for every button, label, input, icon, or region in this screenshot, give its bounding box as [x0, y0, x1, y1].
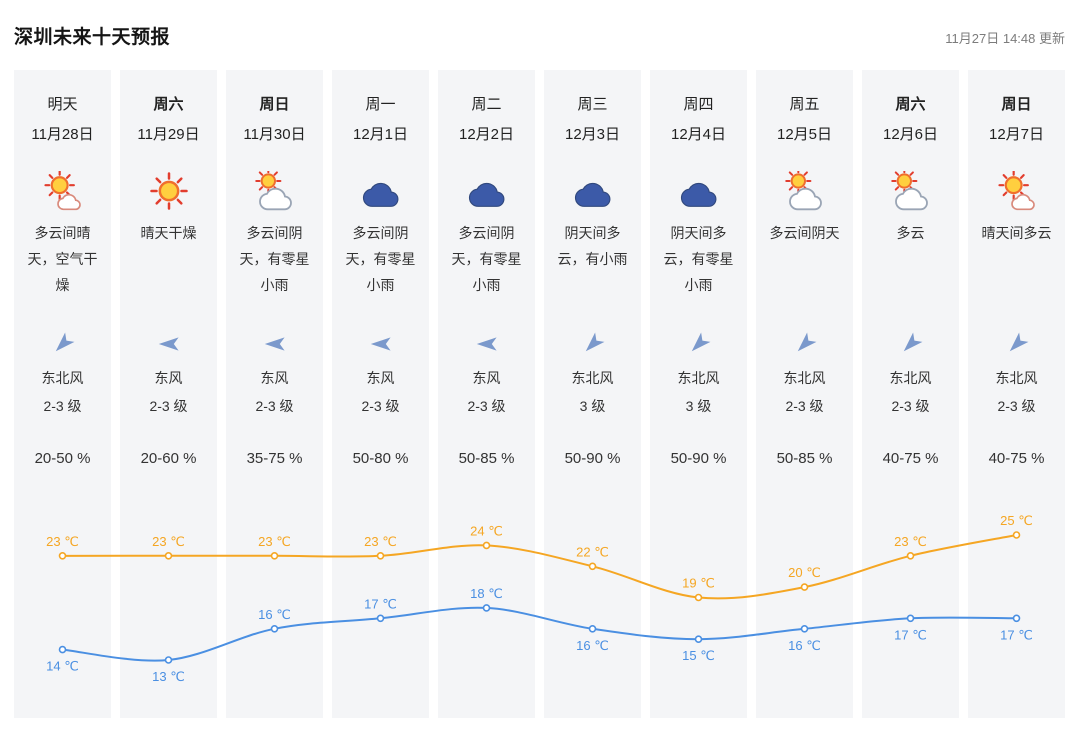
wind-direction-icon	[756, 324, 853, 364]
humidity-range: 50-90 %	[670, 450, 727, 467]
day-date: 12月6日	[882, 126, 939, 143]
day-date: 11月28日	[31, 126, 94, 143]
wind-direction: 东北风	[995, 370, 1038, 386]
sun-cloud-icon	[14, 168, 111, 214]
wind-level: 2-3 级	[891, 398, 930, 414]
day-date: 12月1日	[352, 126, 409, 143]
wind-level: 2-3 级	[255, 398, 294, 414]
day-column: 周五 12月5日 多云间阴天 东北风 2-3 级 50-85 %	[756, 70, 853, 718]
wind-direction: 东风	[154, 370, 183, 386]
humidity-range: 40-75 %	[882, 450, 939, 467]
day-date: 12月5日	[776, 126, 833, 143]
day-name: 明天	[47, 96, 78, 113]
wind-direction-icon	[862, 324, 959, 364]
sun-cloud-icon	[968, 168, 1065, 214]
wind-level: 3 级	[685, 398, 712, 414]
cloud-sun-icon	[862, 168, 959, 214]
page-header: 深圳未来十天预报 11月27日 14:48 更新	[14, 22, 1065, 49]
wind-direction-icon	[968, 324, 1065, 364]
day-name: 周五	[789, 96, 820, 113]
day-column: 周日 11月30日 多云间阴天，有零星小雨 东风 2-3 级 35-75 %	[226, 70, 323, 718]
humidity-range: 50-85 %	[458, 450, 515, 467]
wind-direction-icon	[650, 324, 747, 364]
wind-direction: 东风	[472, 370, 501, 386]
cloud-icon	[438, 168, 535, 214]
wind-direction-icon	[438, 324, 535, 364]
weather-description: 阴天间多云，有零星小雨	[663, 225, 734, 293]
cloud-sun-icon	[226, 168, 323, 214]
sunny-icon	[120, 168, 217, 214]
day-column: 周三 12月3日 阴天间多云，有小雨 东北风 3 级 50-90 %	[544, 70, 641, 718]
day-column: 周六 12月6日 多云 东北风 2-3 级 40-75 %	[862, 70, 959, 718]
day-date: 12月3日	[564, 126, 621, 143]
wind-direction: 东北风	[889, 370, 932, 386]
day-name: 周三	[577, 96, 608, 113]
humidity-range: 50-85 %	[776, 450, 833, 467]
wind-level: 2-3 级	[467, 398, 506, 414]
day-date: 12月2日	[458, 126, 515, 143]
humidity-range: 50-80 %	[352, 450, 409, 467]
wind-direction-icon	[120, 324, 217, 364]
day-date: 11月30日	[243, 126, 306, 143]
cloud-icon	[650, 168, 747, 214]
wind-direction: 东北风	[677, 370, 720, 386]
weather-description: 多云间阴天，有零星小雨	[451, 225, 522, 293]
wind-direction-icon	[544, 324, 641, 364]
cloud-sun-icon	[756, 168, 853, 214]
cloud-icon	[332, 168, 429, 214]
wind-level: 2-3 级	[149, 398, 188, 414]
day-name: 周日	[1001, 96, 1032, 113]
day-column: 周六 11月29日 晴天干燥 东风 2-3 级 20-60 %	[120, 70, 217, 718]
day-column: 周四 12月4日 阴天间多云，有零星小雨 东北风 3 级 50-90 %	[650, 70, 747, 718]
day-name: 周二	[471, 96, 502, 113]
day-name: 周六	[153, 96, 184, 113]
weather-description: 多云间阴天，有零星小雨	[239, 225, 310, 293]
weather-description: 阴天间多云，有小雨	[557, 225, 628, 267]
day-date: 12月7日	[988, 126, 1045, 143]
forecast-columns: 明天 11月28日 多云间晴天，空气干燥 东北风 2-3 级 20-50 % 周…	[14, 70, 1065, 718]
wind-direction: 东风	[366, 370, 395, 386]
humidity-range: 20-60 %	[140, 450, 197, 467]
page-title: 深圳未来十天预报	[14, 27, 171, 48]
day-column: 明天 11月28日 多云间晴天，空气干燥 东北风 2-3 级 20-50 %	[14, 70, 111, 718]
humidity-range: 35-75 %	[246, 450, 303, 467]
humidity-range: 50-90 %	[564, 450, 621, 467]
wind-direction: 东北风	[41, 370, 84, 386]
wind-direction-icon	[332, 324, 429, 364]
humidity-range: 40-75 %	[988, 450, 1045, 467]
weather-description: 多云	[896, 225, 925, 241]
day-column: 周一 12月1日 多云间阴天，有零星小雨 东风 2-3 级 50-80 %	[332, 70, 429, 718]
wind-level: 3 级	[579, 398, 606, 414]
wind-direction-icon	[14, 324, 111, 364]
day-column: 周日 12月7日 晴天间多云 东北风 2-3 级 40-75 %	[968, 70, 1065, 718]
weather-description: 晴天干燥	[140, 225, 197, 241]
wind-level: 2-3 级	[43, 398, 82, 414]
wind-level: 2-3 级	[785, 398, 824, 414]
wind-direction: 东风	[260, 370, 289, 386]
day-name: 周日	[259, 96, 290, 113]
weather-description: 晴天间多云	[981, 225, 1052, 241]
day-date: 12月4日	[670, 126, 727, 143]
day-name: 周一	[365, 96, 396, 113]
wind-direction-icon	[226, 324, 323, 364]
update-time: 11月27日 14:48 更新	[945, 31, 1065, 46]
day-column: 周二 12月2日 多云间阴天，有零星小雨 东风 2-3 级 50-85 %	[438, 70, 535, 718]
wind-direction: 东北风	[571, 370, 614, 386]
wind-level: 2-3 级	[361, 398, 400, 414]
weather-description: 多云间晴天，空气干燥	[27, 225, 98, 293]
humidity-range: 20-50 %	[34, 450, 91, 467]
day-name: 周四	[683, 96, 714, 113]
wind-level: 2-3 级	[997, 398, 1036, 414]
weather-description: 多云间阴天，有零星小雨	[345, 225, 416, 293]
day-name: 周六	[895, 96, 926, 113]
weather-description: 多云间阴天	[769, 225, 840, 241]
day-date: 11月29日	[137, 126, 200, 143]
cloud-icon	[544, 168, 641, 214]
wind-direction: 东北风	[783, 370, 826, 386]
